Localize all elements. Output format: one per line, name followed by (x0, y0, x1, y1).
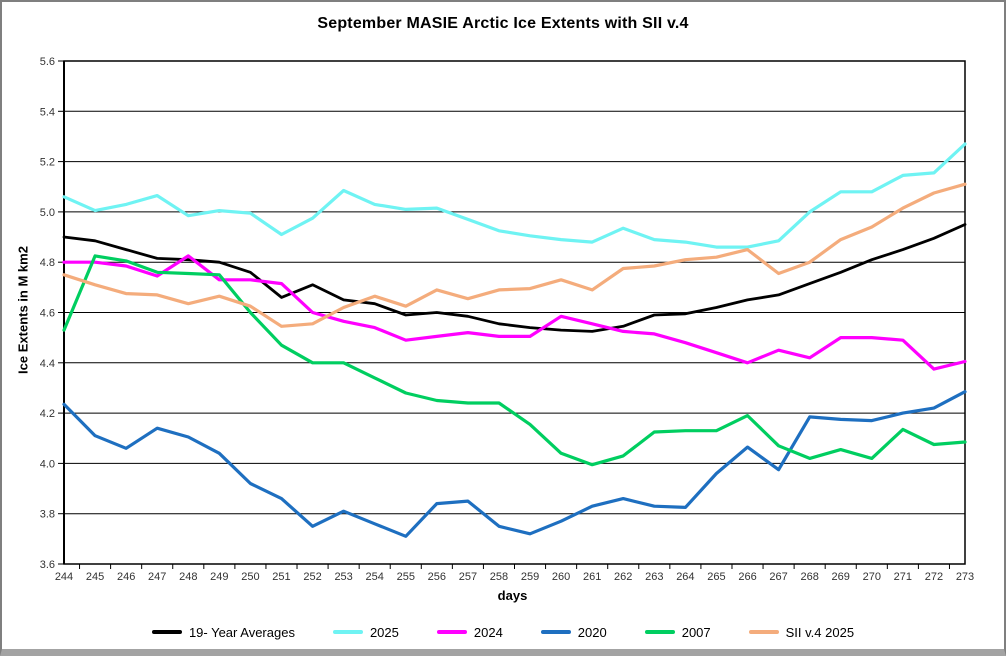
legend-label-2024: 2024 (473, 624, 503, 640)
chart-legend: 19- Year Averages 2025 2024 2020 2007 SII v.4… (2, 621, 1004, 643)
y-tick-label: 4.0 (40, 458, 55, 470)
x-tick-label: 268 (800, 571, 818, 583)
series-line-19-year-averages (62, 223, 967, 333)
series-lines (62, 142, 967, 538)
x-tick-label: 262 (614, 571, 632, 583)
legend-marker-2025 (332, 630, 363, 634)
x-tick-label: 273 (956, 571, 974, 583)
legend-label-19-year-averages: 19- Year Averages (188, 624, 295, 640)
x-tick-label: 261 (583, 571, 601, 583)
chart-canvas: 3.6 3.8 4.0 4.2 4.4 4.6 4.8 5.0 5.2 5.4 5.6 244 245 2… (40, 56, 974, 583)
legend-label-sii-v-4-2025: SII v.4 2025 (785, 624, 855, 640)
legend-item-2024: 2024 (436, 624, 503, 640)
gridlines (64, 60, 965, 565)
x-tick-label: 266 (738, 571, 756, 583)
x-tick-label: 255 (397, 571, 415, 583)
x-tick-label: 254 (366, 571, 384, 583)
legend-label-2020: 2020 (577, 624, 607, 640)
x-tick-label: 248 (179, 571, 197, 583)
legend-item-sii-v-4-2025: SII v.4 2025 (748, 624, 855, 640)
axis-ticks (58, 60, 950, 569)
x-tick-label: 246 (117, 571, 135, 583)
y-tick-label: 3.8 (40, 509, 55, 521)
legend-marker-sii-v-4-2025 (748, 630, 779, 634)
y-tick-label: 4.6 (40, 308, 55, 320)
x-tick-label: 260 (552, 571, 570, 583)
legend-item-2020: 2020 (540, 624, 607, 640)
series-line-2025 (62, 142, 967, 249)
series-line-2007 (62, 254, 967, 467)
x-tick-label: 244 (55, 571, 73, 583)
x-tick-label: 259 (521, 571, 539, 583)
legend-item-19-year-averages: 19- Year Averages (151, 624, 295, 640)
x-tick-label: 265 (707, 571, 725, 583)
legend-item-2007: 2007 (644, 624, 711, 640)
x-tick-label: 250 (241, 571, 259, 583)
legend-item-2025: 2025 (332, 624, 399, 640)
x-tick-label: 271 (894, 571, 912, 583)
legend-marker-2007 (644, 630, 675, 634)
x-tick-label: 270 (863, 571, 881, 583)
x-tick-label: 269 (832, 571, 850, 583)
series-line-2020 (62, 390, 967, 538)
x-tick-label: 252 (303, 571, 321, 583)
x-tick-label: 251 (272, 571, 290, 583)
x-tick-label: 264 (676, 571, 694, 583)
y-tick-label: 5.2 (40, 157, 55, 169)
x-tick-label: 258 (490, 571, 508, 583)
legend-marker-2024 (436, 630, 467, 634)
legend-label-2025: 2025 (369, 624, 399, 640)
x-tick-label: 253 (334, 571, 352, 583)
y-tick-label: 5.6 (40, 56, 55, 68)
x-axis-title: days (497, 588, 528, 603)
legend-marker-2020 (540, 630, 571, 634)
x-tick-label: 245 (86, 571, 104, 583)
y-tick-label: 5.4 (40, 106, 55, 118)
y-tick-label: 4.8 (40, 257, 55, 269)
legend-marker-19-year-averages (151, 630, 182, 634)
y-tick-label: 4.4 (40, 358, 55, 370)
x-tick-label: 249 (210, 571, 228, 583)
x-tick-label: 256 (428, 571, 446, 583)
legend-label-2007: 2007 (681, 624, 711, 640)
x-tick-label: 263 (645, 571, 663, 583)
axis-tick-labels: 3.6 3.8 4.0 4.2 4.4 4.6 4.8 5.0 5.2 5.4 5.6 244 245 2… (40, 56, 974, 583)
x-tick-label: 272 (925, 571, 943, 583)
series-line-sii-v-4-2025 (62, 182, 967, 328)
x-tick-label: 257 (459, 571, 477, 583)
x-tick-label: 267 (769, 571, 787, 583)
y-tick-label: 3.6 (40, 559, 55, 571)
y-tick-label: 5.0 (40, 207, 55, 219)
chart-title: September MASIE Arctic Ice Extents with … (317, 15, 689, 32)
y-tick-label: 4.2 (40, 408, 55, 420)
x-tick-label: 247 (148, 571, 166, 583)
